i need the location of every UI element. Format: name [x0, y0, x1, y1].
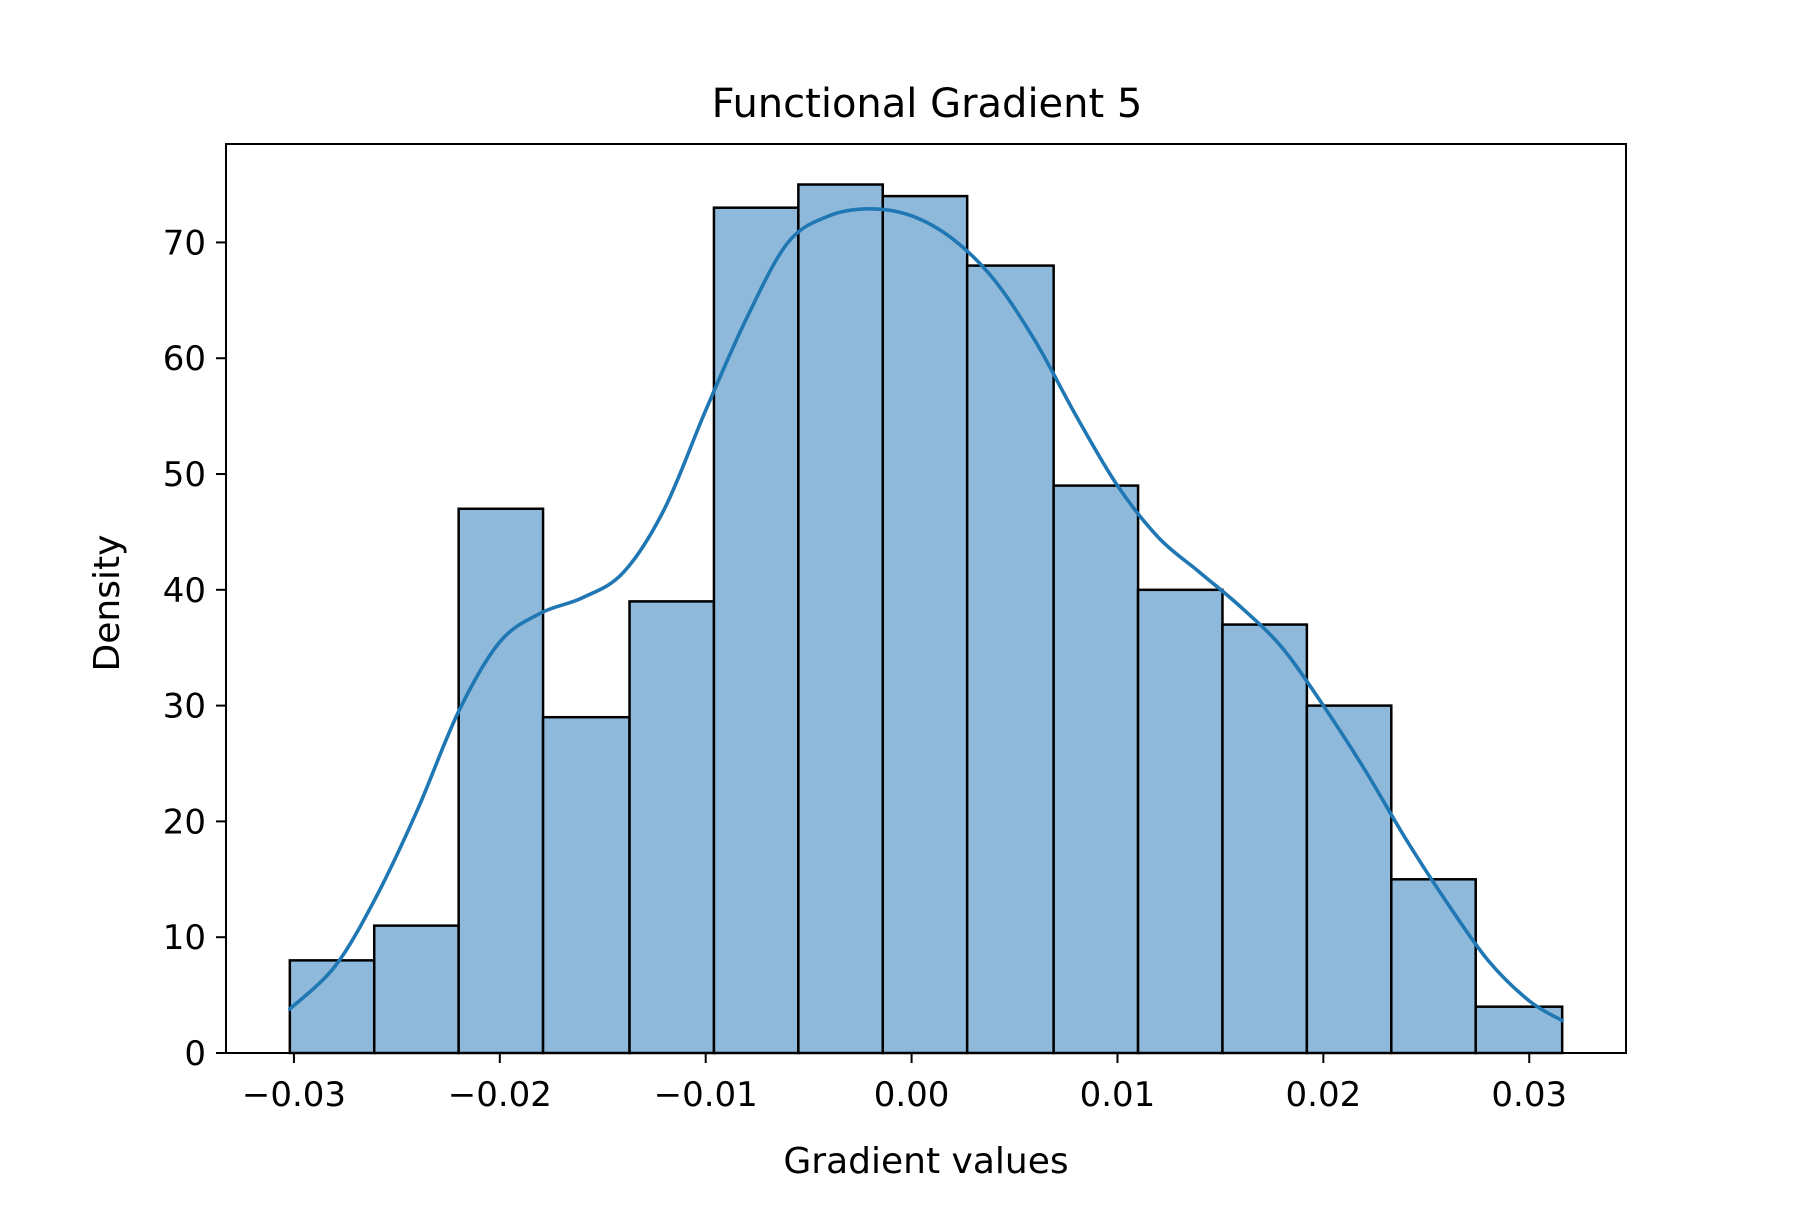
kde-curve — [288, 207, 1564, 1023]
histogram-bar-6 — [712, 206, 800, 1055]
x-axis-label: Gradient values — [783, 1141, 1068, 1182]
histogram-bar-3 — [457, 507, 545, 1055]
plot-area-frame — [225, 143, 1627, 1054]
histogram-bar-7 — [797, 183, 885, 1055]
histogram-bar-10 — [1052, 484, 1140, 1055]
x-axis: −0.03 −0.02 −0.01 0.00 0.01 0.02 0.03 — [242, 1053, 1567, 1115]
bars-layer — [288, 183, 1564, 1055]
chart-title: Functional Gradient 5 — [712, 81, 1143, 127]
histogram-bar-9 — [965, 264, 1055, 1055]
y-tick-label: 0 — [184, 1034, 206, 1074]
histogram-bar-8 — [881, 194, 969, 1055]
histogram-bar-11 — [1136, 588, 1224, 1055]
x-tick-label: −0.02 — [448, 1075, 552, 1115]
y-tick-label: 50 — [163, 455, 206, 495]
x-tick-label: −0.01 — [654, 1075, 758, 1115]
x-tick-label: 0.02 — [1286, 1075, 1362, 1115]
histogram-bar-12 — [1221, 623, 1309, 1055]
x-tick-label: −0.03 — [242, 1075, 346, 1115]
y-tick-label: 20 — [163, 802, 206, 842]
y-tick-label: 60 — [163, 339, 206, 379]
x-tick-label: 0.01 — [1080, 1075, 1156, 1115]
y-axis: 0 10 20 30 40 50 60 70 — [163, 223, 226, 1074]
histogram-bar-2 — [372, 924, 460, 1055]
y-tick-label: 70 — [163, 223, 206, 263]
x-tick-label: 0.03 — [1491, 1075, 1567, 1115]
histogram-bar-5 — [628, 600, 716, 1055]
x-tick-label: 0.00 — [874, 1075, 950, 1115]
y-tick-label: 10 — [163, 918, 206, 958]
y-axis-label: Density — [87, 535, 128, 672]
y-tick-label: 30 — [163, 687, 206, 727]
histogram-bar-1 — [288, 959, 376, 1055]
y-tick-label: 40 — [163, 571, 206, 611]
histogram-bar-13 — [1305, 704, 1393, 1055]
histogram-bar-14 — [1390, 878, 1477, 1055]
histogram-bar-4 — [541, 715, 631, 1055]
